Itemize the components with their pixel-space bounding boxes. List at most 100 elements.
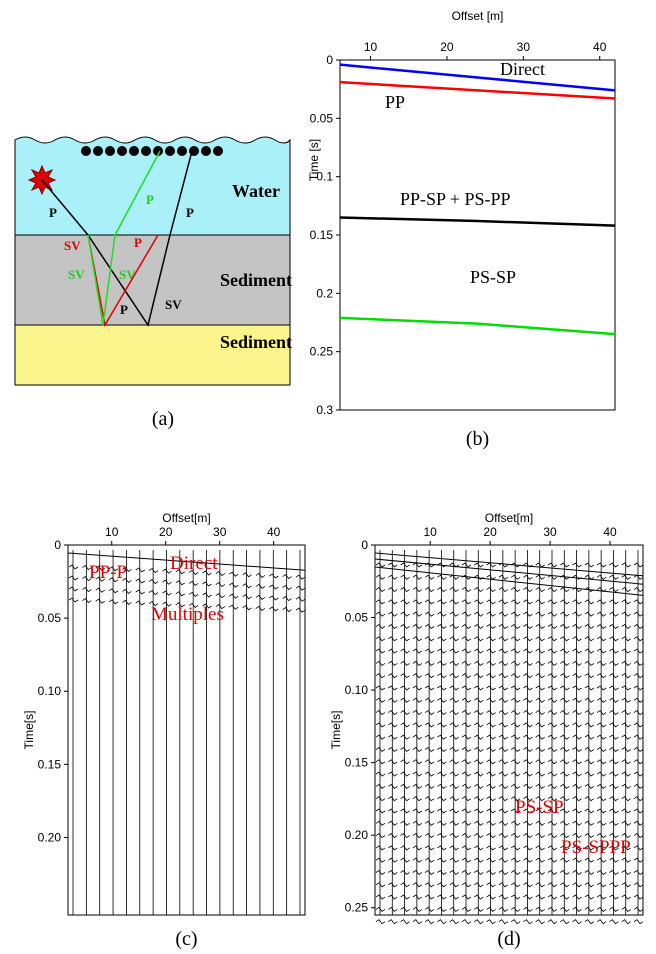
panel-c: 10 20 30 40 0 0.05 0.10 0.15 0.20 Offset[m] Time[s… [22,511,306,950]
wiggle [584,808,595,814]
sediment-layer [14,324,291,386]
wiggle [510,710,521,716]
wiggle [449,833,459,839]
wiggle [437,574,447,580]
wiggle [596,722,607,728]
wiggle [412,833,423,839]
wiggle [148,601,159,607]
wiggle [486,869,496,876]
y-tick-label: 0.15 [38,757,62,771]
wiggle [572,710,582,716]
wiggle [523,845,533,851]
wiggle [584,685,595,691]
wiggle [596,833,607,839]
wiggle [388,599,398,605]
wiggle [375,796,386,802]
wiggle [535,783,545,789]
x-tick-label: 10 [364,40,378,54]
wiggle [596,562,607,568]
wiggle [498,894,509,900]
wiggle [461,906,472,912]
wiggle [523,919,533,925]
wiggle [584,746,595,753]
wiggle [523,710,533,716]
wiggle [400,722,410,728]
wiggle [461,673,472,679]
wiggle [633,697,644,703]
wiggle [498,648,509,654]
wiggle [584,833,595,839]
wiggle [474,623,484,630]
wiggle [461,869,472,876]
wiggle [609,722,619,728]
wiggle [621,722,631,728]
wiggle [486,648,496,654]
panel-b: 10 20 30 40 0 0.05 0.1 0.15 0.2 0.25 0.3 Offset [m]… [307,9,616,450]
wiggle [560,906,570,912]
wiggle [609,845,619,851]
wiggle [375,869,386,876]
wiggle [510,623,521,630]
wiggle [424,673,435,679]
wiggle [95,576,105,582]
wiggle [461,636,472,642]
wiggle [412,869,423,876]
wiggle [400,611,410,617]
x-axis-label: Offset [m] [452,9,504,23]
wiggle [560,783,570,789]
wiggle [375,746,386,753]
wiggle [486,771,496,777]
wiggle [108,588,119,594]
wiggle [633,685,644,691]
curve-label: PS-SP [470,267,516,287]
ray-label: P [146,192,154,207]
wiggle [461,845,472,851]
wiggle [400,685,410,691]
wiggle [498,906,509,912]
receivers [81,146,223,156]
wiggle [633,857,644,863]
wiggle [584,771,595,777]
wiggle [412,857,423,863]
wiggle [572,906,582,912]
x-tick-label: 40 [267,525,281,539]
wiggle [375,623,386,630]
wiggle [122,599,132,605]
x-tick-label: 40 [593,40,607,54]
event [374,558,644,585]
wiggle [486,722,496,728]
y-tick-label: 0.15 [310,228,334,242]
annotation: PP-P [89,562,127,583]
wiggle [498,710,509,716]
wiggle [388,919,398,925]
wiggle [572,845,582,851]
wiggle [424,906,435,912]
wiggle [449,734,459,740]
wiggle [461,685,472,691]
caption: (c) [175,928,197,950]
wiggle [609,796,619,802]
wiggle [510,796,521,802]
wiggle [388,796,398,802]
wiggle [609,820,619,826]
wiggle [437,783,447,789]
wiggle [523,611,533,617]
wiggle [474,636,484,642]
wiggle [388,906,398,912]
wiggle [609,660,619,666]
wiggle [188,569,199,575]
wiggle [135,589,145,595]
wiggle [461,722,472,728]
y-tick-label: 0 [54,538,61,552]
wiggle [609,869,619,876]
wiggle [498,919,509,925]
wiggle [596,636,607,642]
wiggle [560,857,570,863]
wiggle [535,710,545,716]
wiggle [596,673,607,679]
wiggle [461,697,472,703]
wiggle [523,882,533,888]
wiggle [449,562,459,568]
wiggle [437,648,447,654]
